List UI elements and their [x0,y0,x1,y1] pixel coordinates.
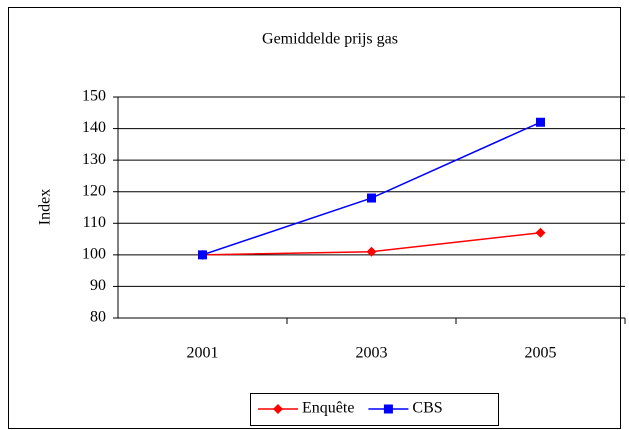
y-tick-label: 80 [90,309,106,326]
marker [273,404,283,414]
y-axis-label: Index [37,189,54,225]
marker [383,404,393,414]
y-tick-label: 90 [90,277,106,294]
chart-frame [8,7,621,429]
chart-title: Gemiddelde prijs gas [262,31,398,48]
y-tick-label: 130 [82,151,106,168]
marker [536,117,545,127]
marker [198,250,207,260]
y-tick-label: 150 [82,88,106,105]
legend-label: Enquête [302,400,354,417]
y-tick-label: 140 [82,119,106,136]
y-tick-label: 100 [82,246,106,263]
x-tick-label: 2005 [525,345,557,362]
marker [367,193,376,203]
legend-label: CBS [412,400,442,417]
x-tick-label: 2003 [356,345,388,362]
x-tick-label: 2001 [187,345,219,362]
y-tick-label: 110 [83,214,106,231]
y-tick-label: 120 [82,182,106,199]
marker [535,227,546,238]
marker [366,246,377,257]
